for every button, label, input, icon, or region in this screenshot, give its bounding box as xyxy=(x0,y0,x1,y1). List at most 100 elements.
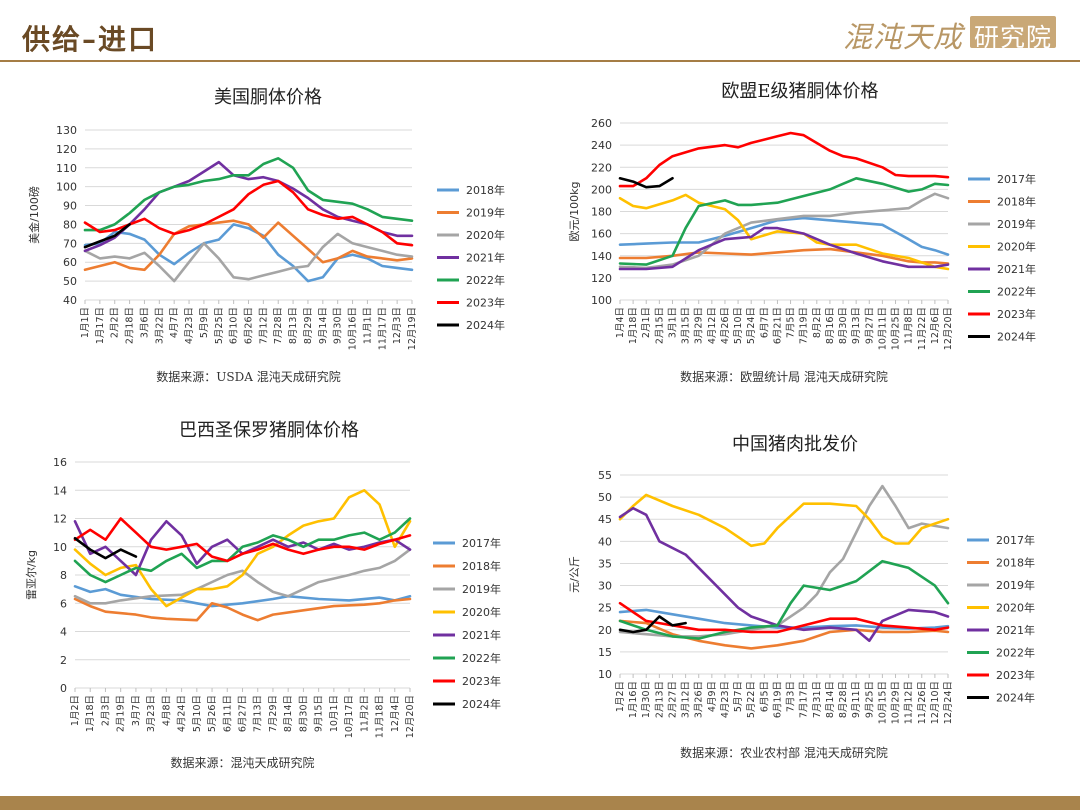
x-tick-label: 7月5日 xyxy=(786,307,797,338)
y-tick-label: 160 xyxy=(591,228,612,241)
series-line-2021年 xyxy=(618,226,950,271)
x-tick-label: 1月16日 xyxy=(628,681,639,718)
x-tick-label: 12月19日 xyxy=(407,307,418,350)
series-line-2022年 xyxy=(83,157,414,232)
series-line-2020年 xyxy=(73,489,412,608)
legend-label: 2024年 xyxy=(466,318,505,332)
y-tick-label: 50 xyxy=(63,275,77,288)
y-tick-label: 50 xyxy=(598,491,612,504)
series-line-2023年 xyxy=(618,601,950,634)
x-tick-label: 5月26日 xyxy=(207,695,218,732)
x-tick-label: 6月11日 xyxy=(222,695,233,732)
chart-eu: 欧盟E级猪胴体价格 260 240 220 200 180 160 140 120 1001月4日… xyxy=(568,81,1036,384)
logo-seal-text: 研究院 xyxy=(974,23,1053,52)
x-tick-label: 7月29日 xyxy=(268,695,279,732)
x-tick-label: 4月8日 xyxy=(161,695,172,726)
x-tick-label: 11月17日 xyxy=(377,307,388,350)
series-line-2019年 xyxy=(83,219,414,272)
x-tick-label: 5月7日 xyxy=(733,681,744,712)
x-tick-label: 2月1日 xyxy=(641,307,652,338)
y-tick-label: 200 xyxy=(591,183,612,196)
series-line-2019年 xyxy=(73,548,412,605)
x-tick-label: 3月12日 xyxy=(681,681,692,718)
x-tick-label: 3月6日 xyxy=(139,307,150,338)
series-line-2022年 xyxy=(618,177,950,266)
series-line-2022年 xyxy=(73,517,412,584)
x-tick-label: 12月3日 xyxy=(392,307,403,344)
x-tick-label: 3月15日 xyxy=(681,307,692,344)
series-line-2020年 xyxy=(83,232,414,283)
y-axis-label: 雷亚尔/kg xyxy=(25,550,38,600)
x-tick-label: 6月5日 xyxy=(759,681,770,712)
x-tick-label: 7月19日 xyxy=(799,307,810,344)
y-axis-label: 元/公斤 xyxy=(568,556,581,593)
y-tick-label: 240 xyxy=(591,139,612,152)
x-tick-label: 2月13日 xyxy=(654,681,665,718)
y-tick-label: 140 xyxy=(591,250,612,263)
x-tick-label: 8月30日 xyxy=(838,307,849,344)
x-tick-label: 1月2日 xyxy=(615,681,626,712)
x-tick-label: 3月1日 xyxy=(667,307,678,338)
x-tick-label: 12月10日 xyxy=(930,681,941,724)
source-note: 数据来源：USDA 混沌天成研究院 xyxy=(156,369,340,384)
x-tick-label: 6月19日 xyxy=(772,681,783,718)
x-tick-label: 8月14日 xyxy=(283,695,294,732)
x-tick-label: 4月12日 xyxy=(707,307,718,344)
legend-label: 2020年 xyxy=(462,605,501,619)
y-axis-label: 美金/100磅 xyxy=(27,186,41,244)
x-tick-label: 2月27日 xyxy=(667,681,678,718)
series-line-2024年 xyxy=(618,615,687,634)
x-tick-label: 4月23日 xyxy=(720,681,731,718)
legend-label: 2017年 xyxy=(996,533,1035,547)
legend-label: 2019年 xyxy=(466,206,505,220)
series-line-2024年 xyxy=(83,223,131,249)
x-tick-label: 10月1日 xyxy=(329,695,340,732)
y-tick-label: 6 xyxy=(60,597,67,610)
x-tick-label: 8月16日 xyxy=(825,307,836,344)
legend-label: 2019年 xyxy=(996,578,1035,592)
x-tick-label: 8月28日 xyxy=(838,681,849,718)
y-tick-label: 180 xyxy=(591,206,612,219)
y-tick-label: 80 xyxy=(63,218,77,231)
x-tick-label: 6月21日 xyxy=(772,307,783,344)
y-tick-label: 220 xyxy=(591,161,612,174)
y-tick-label: 40 xyxy=(63,294,77,307)
chart-panel-eu: 欧盟E级猪胴体价格 260 240 220 200 180 160 140 120 100 1月4日… xyxy=(540,75,1080,395)
y-tick-label: 8 xyxy=(60,569,67,582)
x-tick-label: 10月15日 xyxy=(877,681,888,724)
y-tick-label: 30 xyxy=(598,580,612,593)
x-tick-label: 9月27日 xyxy=(864,307,875,344)
x-tick-label: 2月19日 xyxy=(116,695,127,732)
y-tick-label: 120 xyxy=(56,143,77,156)
x-tick-label: 10月17日 xyxy=(344,695,355,738)
chart-title: 美国胴体价格 xyxy=(214,87,322,108)
y-tick-label: 40 xyxy=(598,535,612,548)
y-tick-label: 20 xyxy=(598,624,612,637)
x-tick-label: 3月7日 xyxy=(131,695,142,726)
x-tick-label: 6月10日 xyxy=(229,307,240,344)
chart-panel-cn: 中国猪肉批发价 55 50 45 40 35 30 25 20 15 10 1月2日 1月16日 1月30… xyxy=(540,425,1080,790)
y-tick-label: 110 xyxy=(56,162,77,175)
y-tick-label: 0 xyxy=(60,682,67,695)
legend-label: 2024年 xyxy=(997,330,1036,344)
x-tick-label: 8月13日 xyxy=(288,307,299,344)
legend-label: 2024年 xyxy=(462,697,501,711)
x-tick-label: 9月30日 xyxy=(333,307,344,344)
x-tick-label: 3月23日 xyxy=(146,695,157,732)
y-tick-label: 2 xyxy=(60,654,67,667)
x-tick-label: 12月4日 xyxy=(390,695,401,732)
source-note: 数据来源：农业农村部 混沌天成研究院 xyxy=(680,745,888,760)
source-note: 数据来源：混沌天成研究院 xyxy=(170,755,314,770)
x-tick-label: 5月24日 xyxy=(746,307,757,344)
x-tick-label: 11月8日 xyxy=(904,307,915,344)
x-tick-label: 1月1日 xyxy=(80,307,91,338)
x-tick-label: 5月25日 xyxy=(214,307,225,344)
x-tick-label: 9月25日 xyxy=(864,681,875,718)
x-tick-label: 2月3日 xyxy=(100,695,111,726)
page-title: 供给–进口 xyxy=(22,23,159,56)
y-tick-label: 70 xyxy=(63,237,77,250)
x-tick-label: 4月26日 xyxy=(720,307,731,344)
legend-label: 2020年 xyxy=(996,601,1035,615)
x-tick-label: 6月7日 xyxy=(759,307,770,338)
